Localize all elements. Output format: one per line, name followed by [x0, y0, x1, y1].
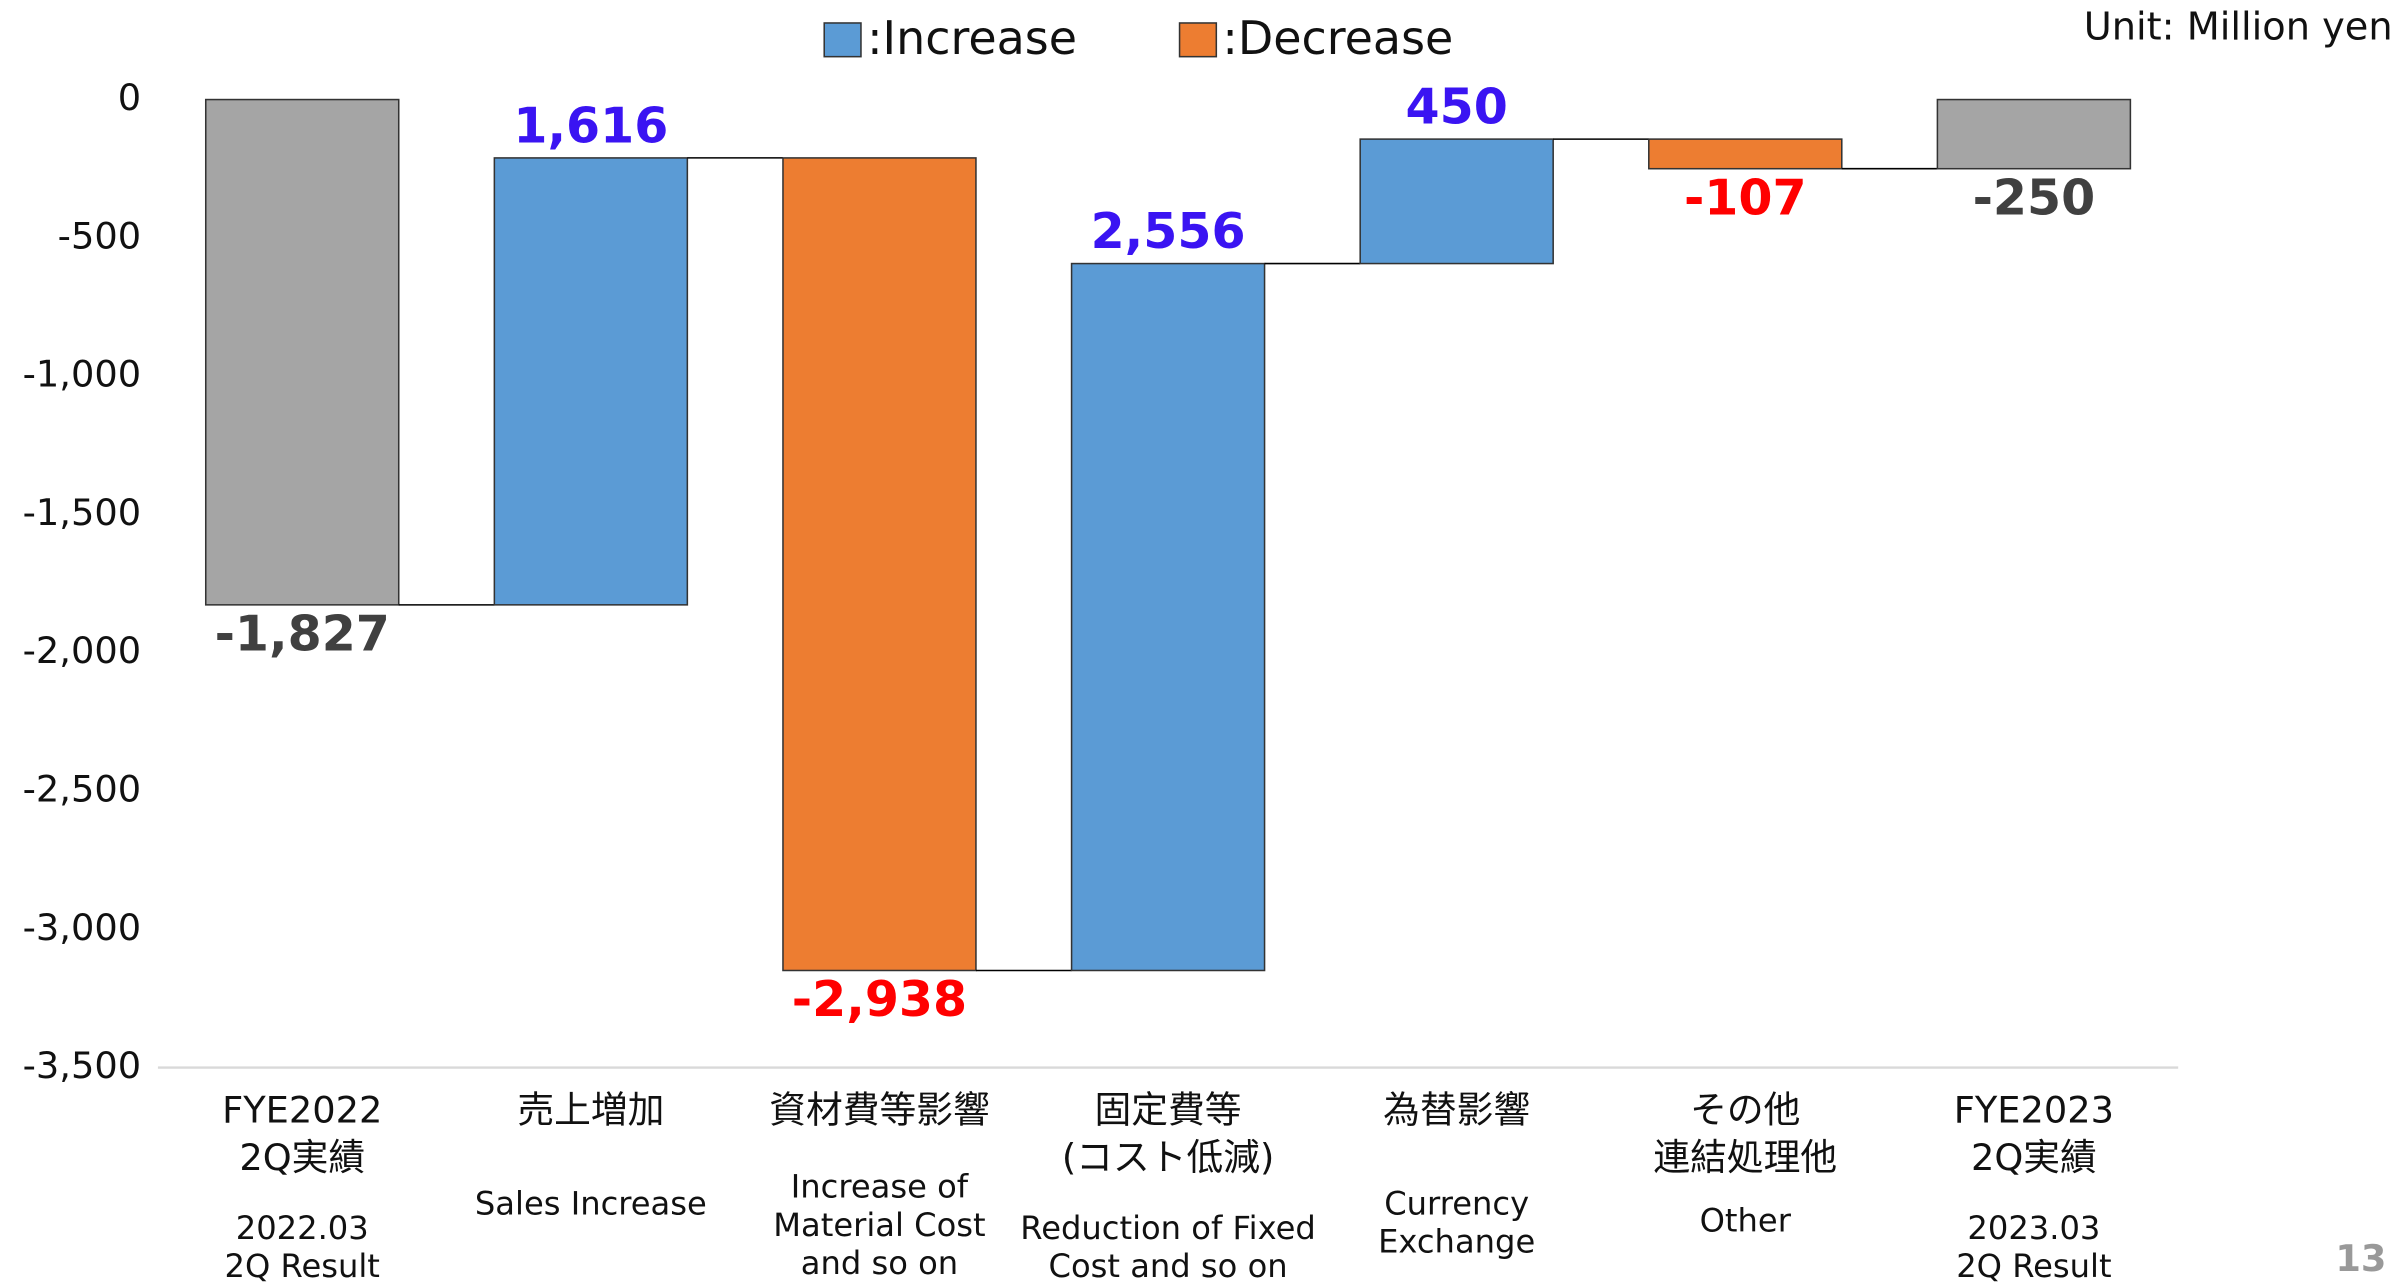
- value-label: -1,827: [215, 606, 390, 663]
- value-label: 450: [1406, 79, 1508, 136]
- y-tick-label: -3,500: [23, 1044, 141, 1087]
- x-sub-label: Currency: [1384, 1184, 1529, 1222]
- y-tick-label: -3,000: [23, 906, 141, 949]
- bar: [1936, 98, 2132, 170]
- x-tick-label: 2Q実績: [239, 1136, 365, 1179]
- y-tick-label: -1,000: [23, 353, 141, 396]
- value-label: 1,616: [513, 97, 668, 154]
- x-tick-label: 2Q実績: [1971, 1136, 2097, 1179]
- x-tick-label: 連結処理他: [1653, 1136, 1837, 1179]
- x-sub-label: Other: [1700, 1201, 1792, 1239]
- bar: [1070, 262, 1266, 972]
- y-tick-label: -2,000: [23, 629, 141, 672]
- bar: [493, 157, 689, 606]
- y-tick-label: -1,500: [23, 491, 141, 534]
- x-tick-label: 資材費等影響: [769, 1088, 990, 1131]
- x-sub-label: and so on: [801, 1244, 958, 1282]
- bar: [1359, 138, 1554, 265]
- x-tick-label: その他: [1690, 1088, 1800, 1131]
- x-sub-label: Reduction of Fixed: [1020, 1209, 1316, 1247]
- legend-label: :Increase: [867, 11, 1077, 65]
- x-tick-label: FYE2022: [222, 1088, 382, 1131]
- value-label: -107: [1684, 169, 1807, 226]
- x-tick-label: (コスト低減): [1062, 1136, 1274, 1179]
- x-sub-label: 2023.03: [1967, 1209, 2100, 1247]
- x-tick-label: 為替影響: [1383, 1088, 1530, 1131]
- x-sub-label: Increase of: [791, 1168, 969, 1206]
- x-sub-label: 2Q Result: [1956, 1247, 2111, 1282]
- value-label: -2,938: [792, 971, 967, 1028]
- x-sub-label: Sales Increase: [475, 1184, 707, 1222]
- legend-label: :Decrease: [1222, 11, 1453, 65]
- bar: [204, 98, 400, 606]
- x-sub-label: Exchange: [1378, 1223, 1535, 1261]
- value-label: 2,556: [1091, 203, 1246, 260]
- page-number: 13: [2335, 1237, 2386, 1280]
- x-sub-label: 2Q Result: [225, 1247, 380, 1282]
- unit-label: Unit: Million yen: [2084, 5, 2393, 50]
- legend-swatch: [823, 22, 862, 58]
- x-tick-label: 売上増加: [517, 1088, 664, 1131]
- x-tick-label: 固定費等: [1095, 1088, 1242, 1131]
- x-sub-label: Cost and so on: [1048, 1247, 1287, 1282]
- legend-swatch: [1178, 22, 1218, 58]
- bar: [782, 157, 977, 972]
- y-tick-label: -500: [58, 214, 141, 257]
- x-sub-label: Material Cost: [773, 1206, 985, 1244]
- y-tick-label: -2,500: [23, 767, 141, 810]
- x-tick-label: FYE2023: [1954, 1088, 2114, 1131]
- bar: [1648, 138, 1843, 170]
- y-tick-label: 0: [118, 76, 141, 119]
- x-sub-label: 2022.03: [236, 1209, 369, 1247]
- value-label: -250: [1973, 169, 2096, 226]
